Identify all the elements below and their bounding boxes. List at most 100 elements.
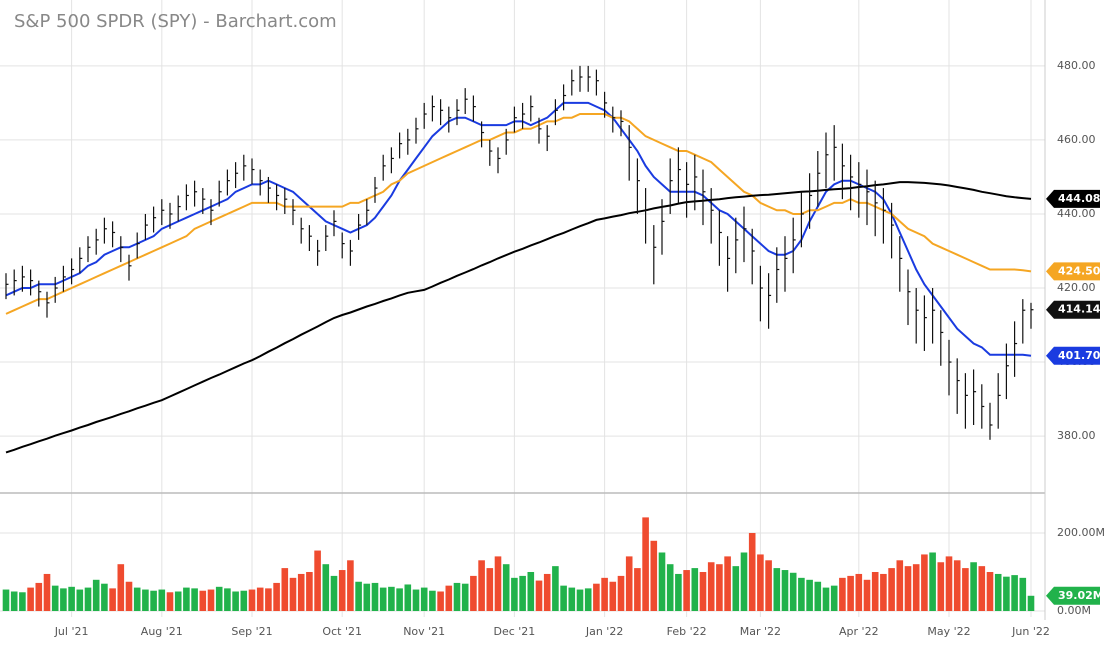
volume-bar (765, 560, 772, 611)
volume-bar (896, 560, 904, 611)
volume-bar (265, 588, 272, 611)
volume-tick-label: 0.00M (1057, 604, 1091, 617)
volume-bar (240, 590, 248, 611)
volume-bar (642, 517, 649, 611)
volume-bar (322, 564, 330, 611)
volume-bar (166, 592, 174, 611)
volume-bar (183, 587, 190, 611)
volume-bar (404, 584, 412, 611)
price-badge-label: 444.08 (1058, 192, 1100, 205)
volume-bar (847, 575, 854, 611)
x-tick-label: May '22 (927, 625, 970, 638)
volume-bar (10, 591, 18, 611)
volume-bar (470, 575, 477, 611)
plot (2, 65, 1035, 611)
volume-bar (707, 562, 715, 611)
volume-bar (830, 585, 838, 611)
volume-bar (773, 568, 781, 611)
volume-bar (584, 588, 592, 611)
volume-bar (601, 577, 608, 611)
volume-bar (953, 560, 961, 611)
volume-bar (748, 532, 756, 611)
volume-bar (330, 575, 338, 611)
volume-bar (970, 562, 977, 611)
volume-bar (863, 579, 871, 611)
price-badge-label: 424.50 (1058, 264, 1101, 277)
volume-bar (256, 587, 264, 611)
volume-bar (634, 568, 641, 611)
volume-bar (781, 570, 789, 611)
price-badge (1046, 262, 1100, 281)
volume-bar (109, 588, 116, 611)
moving-average-line (5, 101, 1032, 357)
price-badge-label: 401.70 (1058, 349, 1101, 362)
volume-bar (117, 564, 125, 611)
volume-bar (888, 568, 895, 611)
volume-bar (691, 568, 699, 611)
moving-average-line (5, 113, 1032, 315)
volume-bar (388, 586, 395, 611)
volume-bar (248, 589, 256, 611)
volume-bar (289, 577, 297, 611)
x-tick-label: Oct '21 (322, 625, 362, 638)
y-tick-label: 420.00 (1057, 281, 1096, 294)
volume-bar (453, 582, 461, 611)
y-tick-label: 480.00 (1057, 59, 1096, 72)
volume-bar (461, 583, 469, 611)
volume-bar (994, 573, 1002, 611)
grid (0, 0, 1045, 617)
volume-bar (1027, 595, 1035, 611)
x-tick-label: Dec '21 (493, 625, 535, 638)
volume-bar (650, 540, 658, 611)
volume-bar (429, 590, 436, 611)
volume-bar (658, 552, 666, 611)
volume-bar (191, 588, 198, 611)
volume-bar (396, 588, 403, 611)
volume-bar (740, 552, 748, 611)
price-badge (1046, 300, 1100, 319)
volume-bar (683, 570, 690, 611)
x-tick-label: Mar '22 (740, 625, 781, 638)
volume-bar (35, 582, 43, 611)
y-tick-label: 440.00 (1057, 207, 1096, 220)
volume-bar (215, 586, 223, 611)
volume-bar (412, 589, 420, 611)
x-tick-label: Jul '21 (54, 625, 89, 638)
price-badge (1046, 586, 1100, 605)
volume-bar (224, 588, 231, 611)
volume-bar (666, 564, 674, 611)
volume-bar (420, 587, 428, 611)
volume-bar (822, 587, 830, 611)
volume-bar (486, 568, 494, 611)
x-tick-label: Apr '22 (839, 625, 879, 638)
volume-bar (625, 556, 633, 611)
volume-bar (2, 589, 10, 611)
volume-bar (880, 573, 887, 611)
volume-bar (855, 573, 863, 611)
volume-bar (306, 571, 313, 611)
price-badge-label: 414.14 (1058, 303, 1101, 316)
volume-bar (273, 582, 280, 611)
price-badge (1046, 346, 1100, 365)
volume-bar (133, 587, 141, 611)
volume-bar (355, 581, 362, 611)
volume-bar (174, 591, 182, 611)
volume-bar (839, 577, 846, 611)
volume-bar (806, 579, 813, 611)
volume-bar (19, 592, 26, 611)
volume-bar (716, 564, 723, 611)
price-badge (1046, 189, 1100, 208)
moving-average-line (5, 181, 1032, 454)
y-tick-label: 460.00 (1057, 133, 1096, 146)
volume-bar (1003, 576, 1010, 611)
volume-bar (576, 589, 584, 611)
volume-bar (732, 566, 740, 611)
chart-title: S&P 500 SPDR (SPY) - Barchart.com (14, 11, 337, 32)
volume-bar (912, 564, 920, 611)
volume-bar (945, 556, 953, 611)
volume-bar (527, 571, 535, 611)
volume-bar (535, 580, 543, 611)
volume-bar (609, 581, 617, 611)
volume-bar (371, 582, 379, 611)
